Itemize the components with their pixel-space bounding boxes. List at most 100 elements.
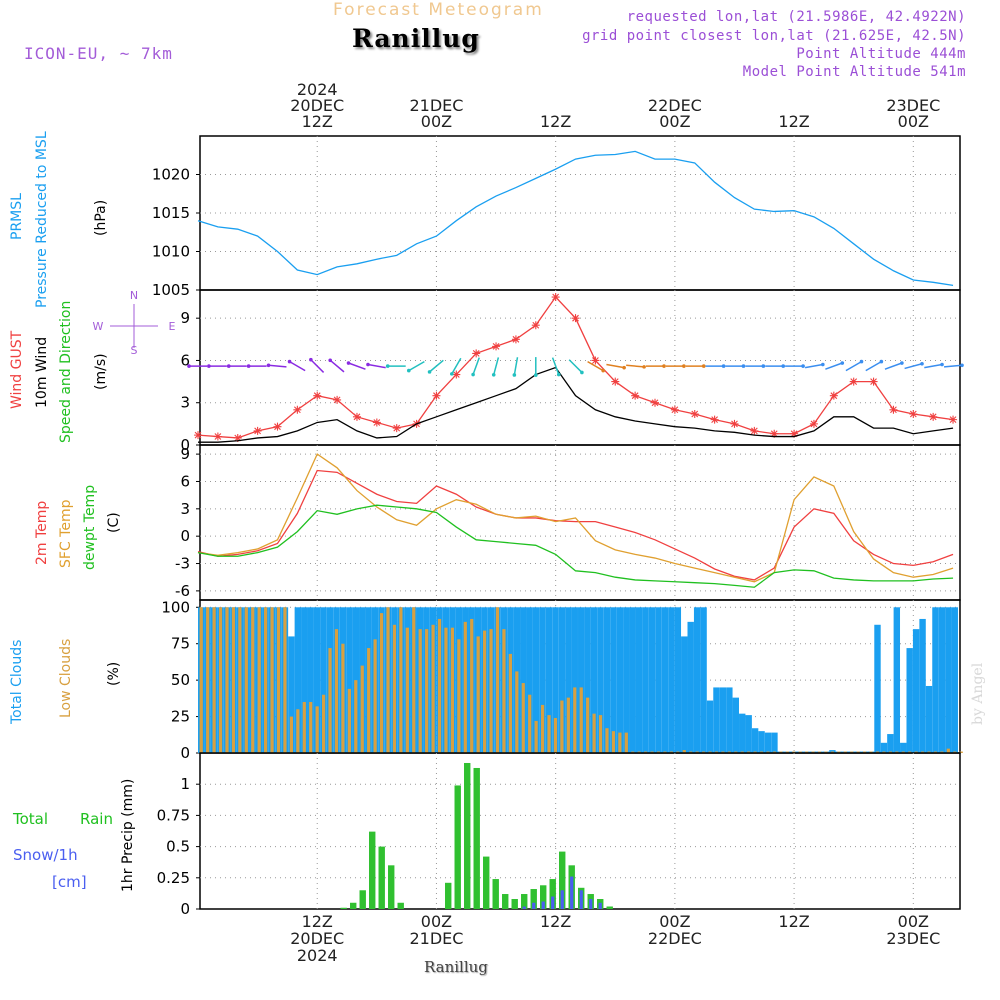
bar-total	[938, 607, 946, 753]
bar-low	[270, 607, 274, 753]
bar-total	[603, 607, 611, 753]
top-time-label: 00Z	[898, 112, 929, 131]
wind-arrow-head	[701, 364, 706, 368]
bar-total	[893, 607, 901, 753]
series-prmsl	[197, 150, 954, 287]
bar-total	[578, 607, 585, 753]
y-tick-label: 0	[180, 436, 190, 454]
location-title: Ranillug	[352, 24, 480, 53]
gust-marker	[194, 431, 203, 440]
gust-marker	[492, 342, 501, 351]
wind-arrow-head	[406, 368, 411, 373]
bar-low	[592, 713, 596, 753]
model-label: ICON-EU, ~ 7km	[24, 44, 173, 63]
top-time-label: 12Z	[778, 112, 809, 131]
bar-low	[218, 607, 223, 753]
wind-arrow-head	[642, 365, 646, 369]
bar-low	[483, 630, 487, 753]
bar-rain	[388, 865, 395, 909]
bar-low	[309, 702, 313, 753]
wind-direction-arrow	[329, 359, 345, 373]
bar-total	[745, 715, 752, 753]
bar-total	[906, 648, 913, 753]
bar-total	[771, 732, 778, 753]
bar-total	[526, 607, 533, 753]
bar-rain	[369, 831, 376, 909]
gust-marker	[452, 370, 461, 379]
bar-low	[257, 607, 261, 753]
wind-direction-arrow	[845, 360, 862, 372]
wind-arrow-head	[721, 364, 726, 368]
wind-arrow-head	[622, 365, 626, 370]
wind-direction-arrow	[348, 362, 366, 370]
wind-direction-arrow	[568, 359, 583, 373]
bar-low	[386, 607, 390, 753]
bar-low	[553, 718, 558, 753]
bar-low	[264, 607, 268, 753]
bar-low	[605, 728, 609, 753]
bar-total	[642, 607, 649, 753]
gust-marker	[750, 426, 759, 435]
bar-rain	[378, 846, 385, 909]
wind-arrow-head	[328, 358, 333, 363]
y-tick-label: 1015	[152, 204, 190, 222]
wind-arrow-head	[533, 373, 538, 377]
bar-rain	[445, 882, 452, 909]
gust-marker	[929, 412, 938, 421]
bar-total	[912, 629, 920, 753]
bar-low	[334, 629, 339, 753]
wind-arrow-head	[287, 359, 292, 364]
gust-marker	[253, 426, 262, 435]
bar-rain	[540, 885, 547, 909]
top-time-label: 00Z	[421, 112, 452, 131]
wind-arrow-head	[512, 373, 517, 377]
y-tick-label: 0	[180, 900, 190, 918]
top-time-label: 22DEC	[648, 96, 702, 115]
y-tick-label: 0	[180, 744, 190, 762]
bar-low	[206, 607, 210, 753]
wind-arrow-head	[556, 372, 561, 377]
bar-low	[321, 694, 326, 753]
wind-direction-arrow	[513, 357, 519, 376]
bar-total	[925, 685, 933, 753]
top-time-label: 2024	[297, 80, 338, 99]
bottom-time-label: 20DEC	[290, 929, 344, 948]
bar-low	[437, 618, 442, 753]
bar-low	[347, 688, 351, 753]
bar-total	[706, 700, 714, 753]
snow-label: Snow/1h	[13, 846, 78, 864]
bar-rain	[521, 894, 528, 909]
bar-total	[307, 607, 314, 753]
wind-direction-arrow	[587, 360, 604, 372]
panel-pressure: 1005 1010 1015 1020	[152, 135, 961, 299]
bar-low	[457, 639, 461, 753]
wind-direction-arrow	[825, 362, 843, 370]
bar-low	[476, 636, 480, 753]
wind-direction-arrow	[904, 363, 923, 370]
wind-direction-arrow	[944, 364, 963, 368]
wind-arrow-head	[207, 364, 211, 368]
bar-low	[418, 629, 422, 753]
bar-low	[199, 607, 203, 753]
y-tick-label: 9	[180, 445, 190, 463]
bar-total	[764, 732, 772, 753]
wind-arrow-head	[761, 364, 766, 368]
gust-marker	[392, 424, 401, 433]
series-wind10m	[198, 366, 954, 443]
bar-rain	[454, 785, 461, 909]
bar-total	[700, 607, 707, 753]
wind-direction-arrow	[408, 360, 425, 372]
bar-low	[341, 643, 345, 753]
bar-low	[618, 732, 622, 753]
bar-low	[212, 607, 216, 753]
bottom-time-label: 2024	[297, 946, 338, 965]
bar-total	[301, 607, 308, 753]
gust-marker	[790, 429, 799, 438]
y-tick-label: 0.75	[157, 806, 190, 824]
wind-arrow-head	[187, 364, 191, 368]
bar-snow	[598, 902, 602, 909]
chart-subtitle: Forecast Meteogram	[333, 0, 544, 20]
wind-direction-arrow	[310, 359, 325, 373]
bar-low	[360, 665, 364, 753]
y-tick-label: 100	[161, 598, 190, 616]
